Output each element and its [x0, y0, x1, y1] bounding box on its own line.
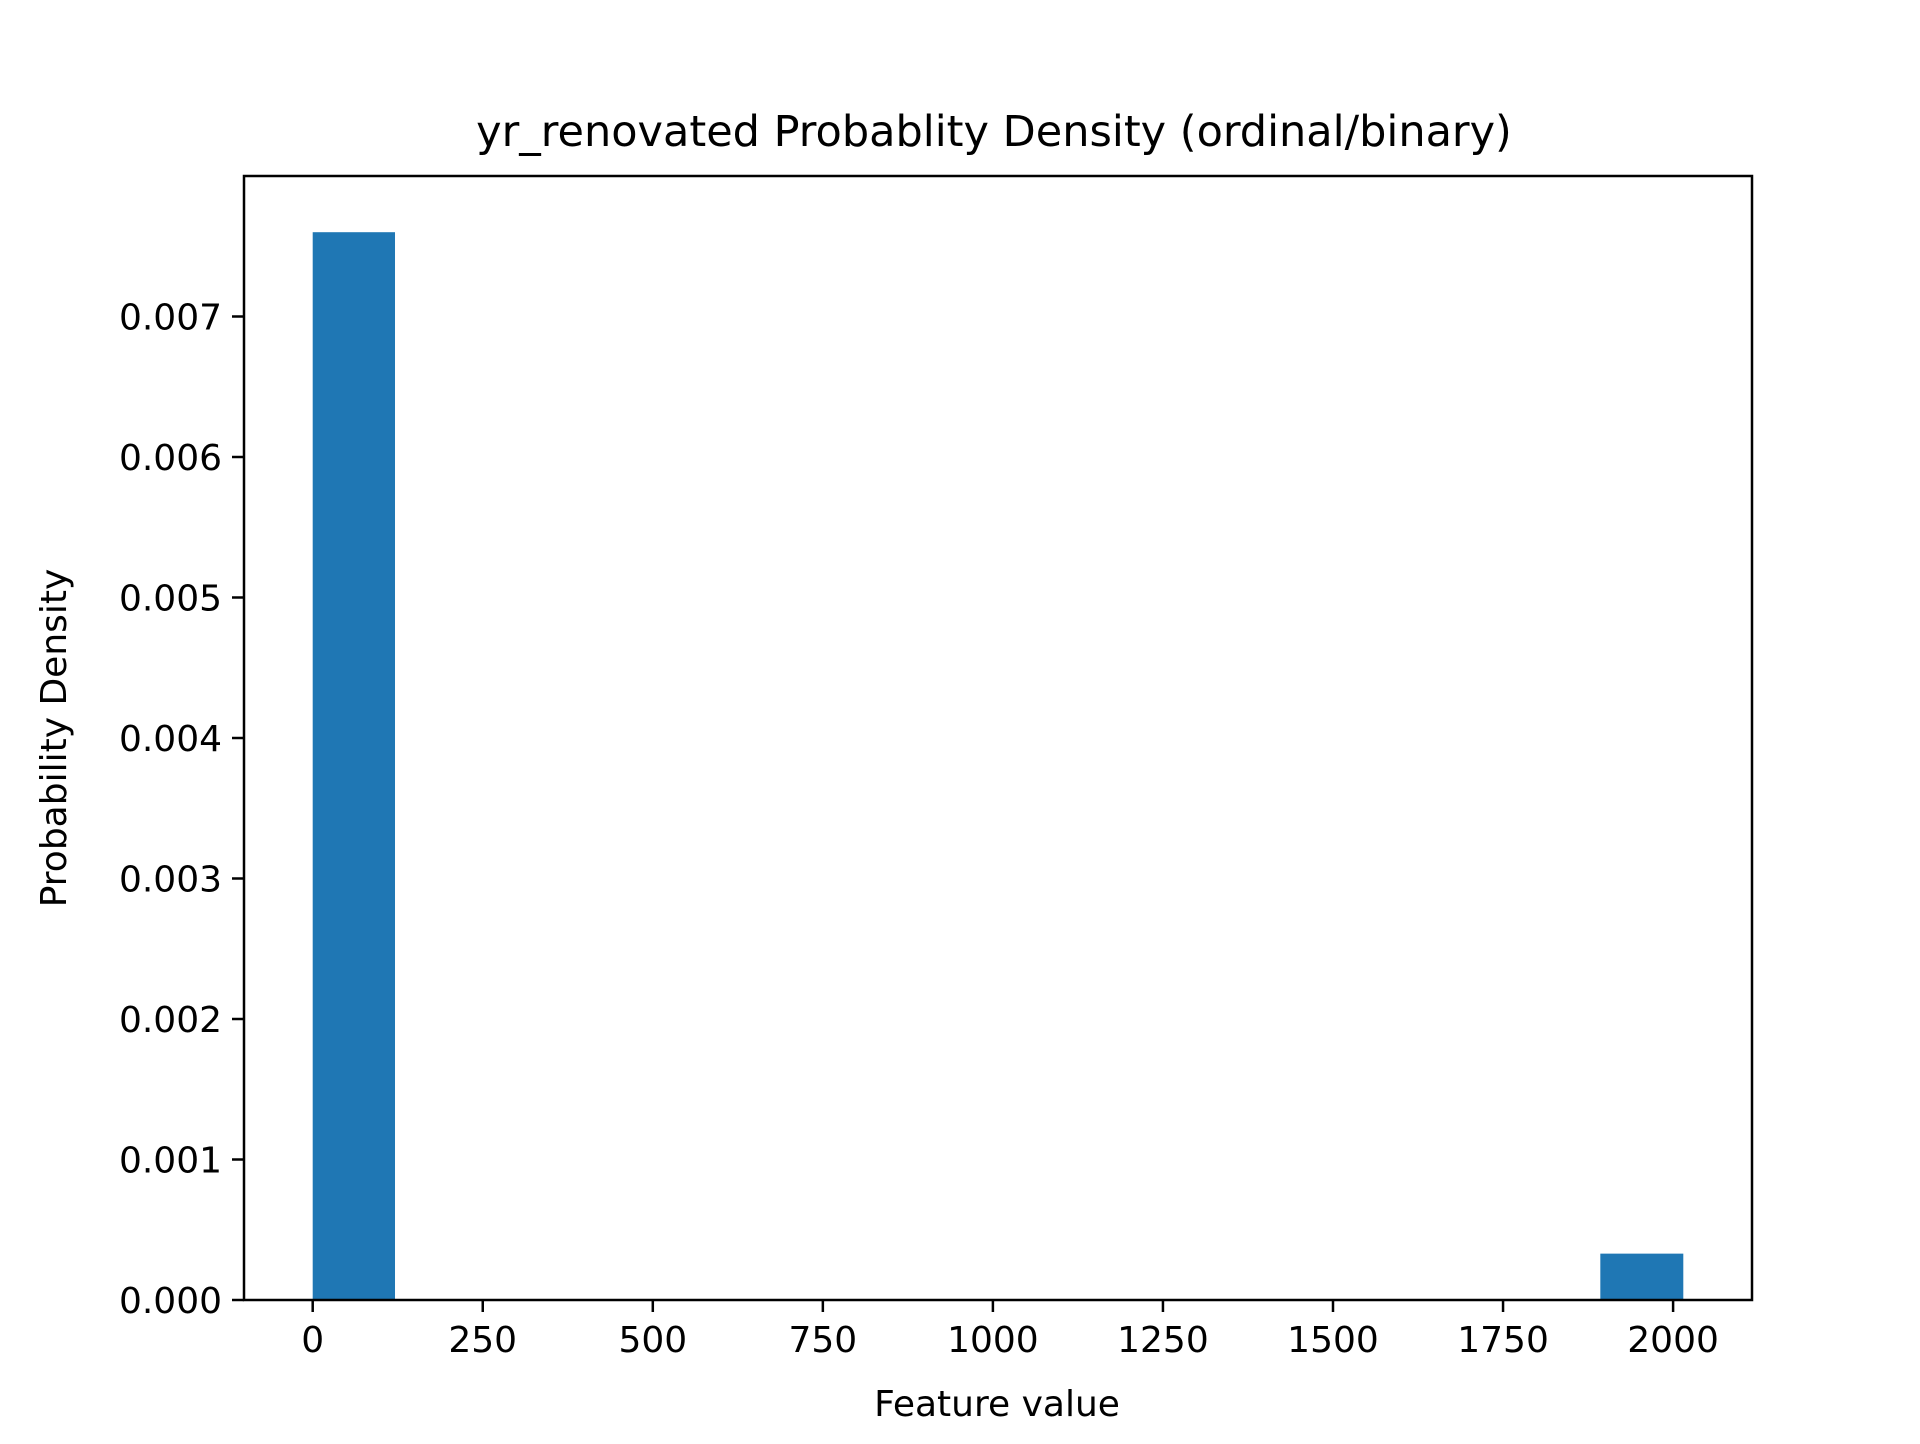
x-tick-label-2: 500: [618, 1320, 687, 1361]
y-tick-label-1: 0.001: [119, 1141, 222, 1182]
y-tick-label-3: 0.003: [119, 860, 222, 901]
y-axis-label: Probability Density: [34, 569, 75, 908]
x-axis-label: Feature value: [874, 1384, 1120, 1425]
y-tick-label-2: 0.002: [119, 1000, 222, 1041]
x-tick-label-4: 1000: [947, 1320, 1039, 1361]
y-axis-ticks: 0.000 0.001 0.002 0.003 0.004 0.005 0.006 0.007: [119, 298, 244, 1322]
histogram-bar-0: [312, 232, 396, 1301]
plot-frame: [242, 174, 1754, 1302]
y-tick-label-6: 0.006: [119, 438, 222, 479]
histogram-bar-1: [1600, 1253, 1684, 1300]
x-axis-ticks: 0 250 500 750 1000 1250 1500 1750 2000: [301, 1300, 1719, 1361]
y-tick-label-7: 0.007: [119, 298, 222, 339]
y-tick-label-4: 0.004: [119, 719, 222, 760]
bars-layer: [312, 232, 1684, 1301]
x-tick-label-7: 1750: [1457, 1320, 1549, 1361]
x-tick-label-0: 0: [301, 1320, 324, 1361]
chart-title: yr_renovated Probablity Density (ordinal…: [476, 107, 1512, 157]
x-tick-label-5: 1250: [1117, 1320, 1209, 1361]
y-tick-label-5: 0.005: [119, 579, 222, 620]
x-tick-label-6: 1500: [1287, 1320, 1379, 1361]
x-tick-label-3: 750: [788, 1320, 857, 1361]
y-tick-label-0: 0.000: [119, 1281, 222, 1322]
x-tick-label-8: 2000: [1627, 1320, 1719, 1361]
x-tick-label-1: 250: [448, 1320, 517, 1361]
